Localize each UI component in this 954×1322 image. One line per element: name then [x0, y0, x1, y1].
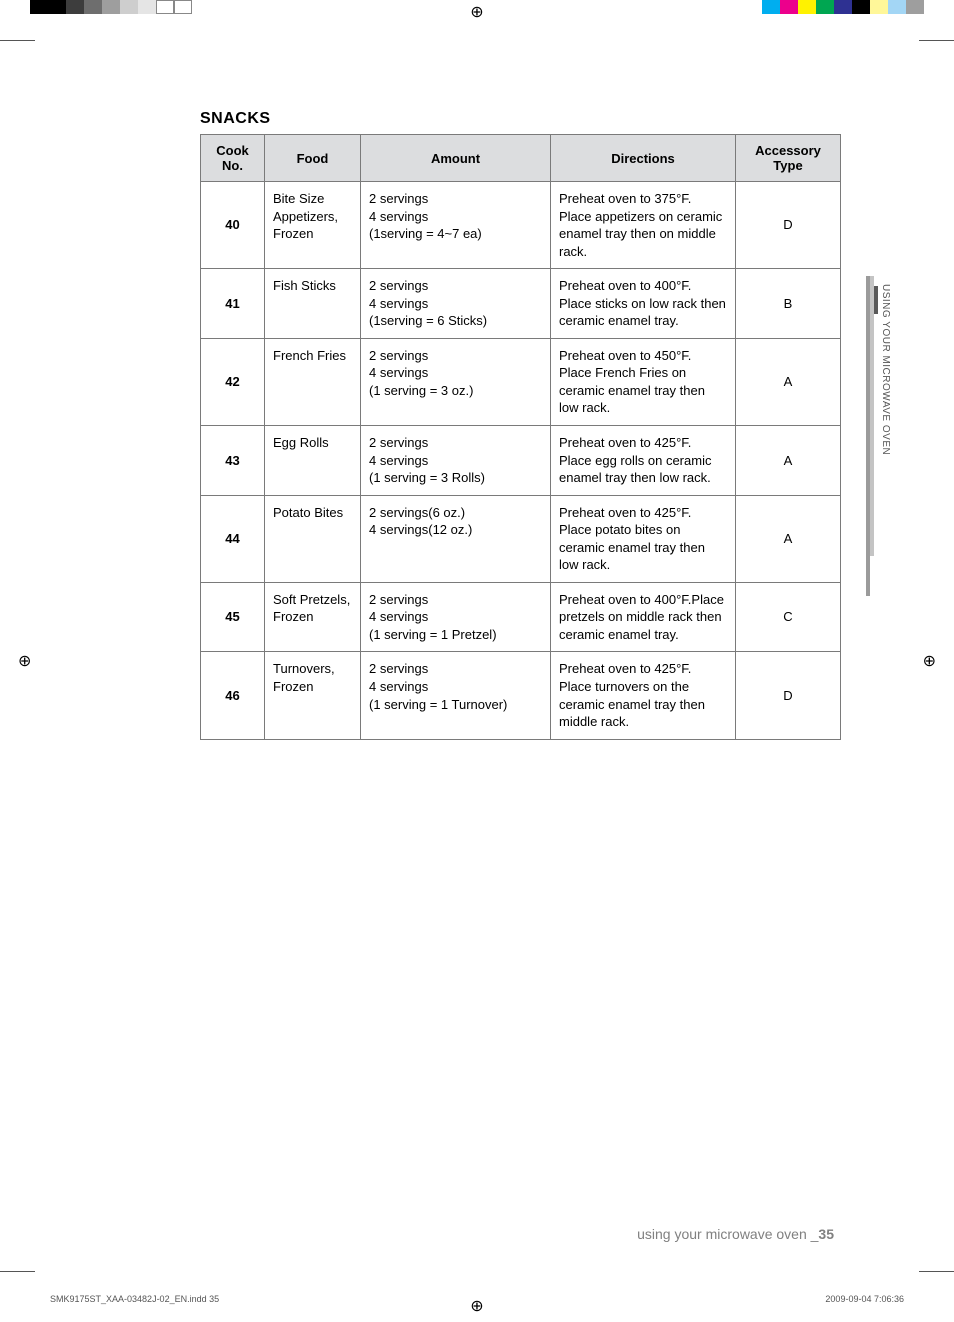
cell-cookno: 44 [201, 495, 265, 582]
th-accessory: Accessory Type [736, 135, 841, 182]
cell-cookno: 45 [201, 582, 265, 652]
swatch [888, 0, 906, 14]
cell-accessory: D [736, 652, 841, 739]
cell-directions: Preheat oven to 450°F. Place French Frie… [551, 338, 736, 425]
crop-line-top-right [919, 40, 954, 41]
table-row: 41Fish Sticks2 servings4 servings(1servi… [201, 269, 841, 339]
swatch [30, 0, 48, 14]
cell-cookno: 42 [201, 338, 265, 425]
cell-accessory: B [736, 269, 841, 339]
side-tab-stripe [874, 286, 878, 314]
side-tab-stripe [870, 276, 874, 556]
swatch [84, 0, 102, 14]
slug-left: SMK9175ST_XAA-03482J-02_EN.indd 35 [50, 1294, 219, 1304]
cell-accessory: A [736, 338, 841, 425]
top-left-swatches [30, 0, 192, 14]
swatch [174, 0, 192, 14]
th-directions: Directions [551, 135, 736, 182]
cell-cookno: 43 [201, 426, 265, 496]
swatch [906, 0, 924, 14]
cell-food: Turnovers, Frozen [265, 652, 361, 739]
registration-mark-bottom: ⊕ [470, 1296, 483, 1316]
table-row: 44Potato Bites2 servings(6 oz.)4 serving… [201, 495, 841, 582]
cell-cookno: 46 [201, 652, 265, 739]
cell-food: Fish Sticks [265, 269, 361, 339]
cell-accessory: C [736, 582, 841, 652]
table-row: 45Soft Pretzels, Frozen2 servings4 servi… [201, 582, 841, 652]
snacks-table: Cook No. Food Amount Directions Accessor… [200, 134, 841, 740]
cell-accessory: D [736, 182, 841, 269]
table-row: 43Egg Rolls2 servings4 servings(1 servin… [201, 426, 841, 496]
swatch [834, 0, 852, 14]
swatch [102, 0, 120, 14]
cell-directions: Preheat oven to 400°F. Place sticks on l… [551, 269, 736, 339]
swatch [870, 0, 888, 14]
side-tab-label: USING YOUR MICROWAVE OVEN [880, 284, 891, 455]
swatch [816, 0, 834, 14]
cell-food: Soft Pretzels, Frozen [265, 582, 361, 652]
cell-amount: 2 servings(6 oz.)4 servings(12 oz.) [361, 495, 551, 582]
swatch [120, 0, 138, 14]
cell-amount: 2 servings4 servings(1 serving = 1 Turno… [361, 652, 551, 739]
cell-accessory: A [736, 426, 841, 496]
swatch [48, 0, 66, 14]
cell-food: Bite Size Appetizers, Frozen [265, 182, 361, 269]
side-tab: USING YOUR MICROWAVE OVEN [866, 276, 894, 596]
cell-cookno: 41 [201, 269, 265, 339]
table-row: 42French Fries2 servings4 servings(1 ser… [201, 338, 841, 425]
page-number: 35 [818, 1226, 834, 1242]
cell-amount: 2 servings4 servings(1 serving = 1 Pretz… [361, 582, 551, 652]
footer-text: using your microwave oven _ [637, 1226, 818, 1242]
th-food: Food [265, 135, 361, 182]
cell-directions: Preheat oven to 425°F. Place egg rolls o… [551, 426, 736, 496]
swatch [66, 0, 84, 14]
table-header-row: Cook No. Food Amount Directions Accessor… [201, 135, 841, 182]
cell-directions: Preheat oven to 400°F.Place pretzels on … [551, 582, 736, 652]
cell-amount: 2 servings4 servings(1serving = 6 Sticks… [361, 269, 551, 339]
footer: using your microwave oven _35 [637, 1226, 834, 1242]
cell-directions: Preheat oven to 425°F. Place potato bite… [551, 495, 736, 582]
crop-line-bottom-left [0, 1271, 35, 1272]
registration-mark-top: ⊕ [470, 2, 483, 22]
cell-amount: 2 servings4 servings(1serving = 4~7 ea) [361, 182, 551, 269]
cell-food: Potato Bites [265, 495, 361, 582]
cell-food: Egg Rolls [265, 426, 361, 496]
crop-line-bottom-right [919, 1271, 954, 1272]
top-right-swatches [762, 0, 924, 14]
th-amount: Amount [361, 135, 551, 182]
swatch [156, 0, 174, 14]
swatch [798, 0, 816, 14]
registration-mark-right: ⊕ [923, 651, 936, 671]
page-content: SNACKS Cook No. Food Amount Directions A… [200, 110, 840, 740]
swatch [780, 0, 798, 14]
cell-cookno: 40 [201, 182, 265, 269]
section-title: SNACKS [200, 110, 840, 128]
cell-accessory: A [736, 495, 841, 582]
swatch [138, 0, 156, 14]
th-cookno: Cook No. [201, 135, 265, 182]
slug-right: 2009-09-04 7:06:36 [825, 1294, 904, 1304]
cell-amount: 2 servings4 servings(1 serving = 3 oz.) [361, 338, 551, 425]
table-row: 46Turnovers, Frozen2 servings4 servings(… [201, 652, 841, 739]
swatch [852, 0, 870, 14]
crop-line-top-left [0, 40, 35, 41]
table-row: 40Bite Size Appetizers, Frozen2 servings… [201, 182, 841, 269]
cell-food: French Fries [265, 338, 361, 425]
registration-mark-left: ⊕ [18, 651, 31, 671]
cell-directions: Preheat oven to 375°F. Place appetizers … [551, 182, 736, 269]
swatch [762, 0, 780, 14]
cell-amount: 2 servings4 servings(1 serving = 3 Rolls… [361, 426, 551, 496]
cell-directions: Preheat oven to 425°F. Place turnovers o… [551, 652, 736, 739]
